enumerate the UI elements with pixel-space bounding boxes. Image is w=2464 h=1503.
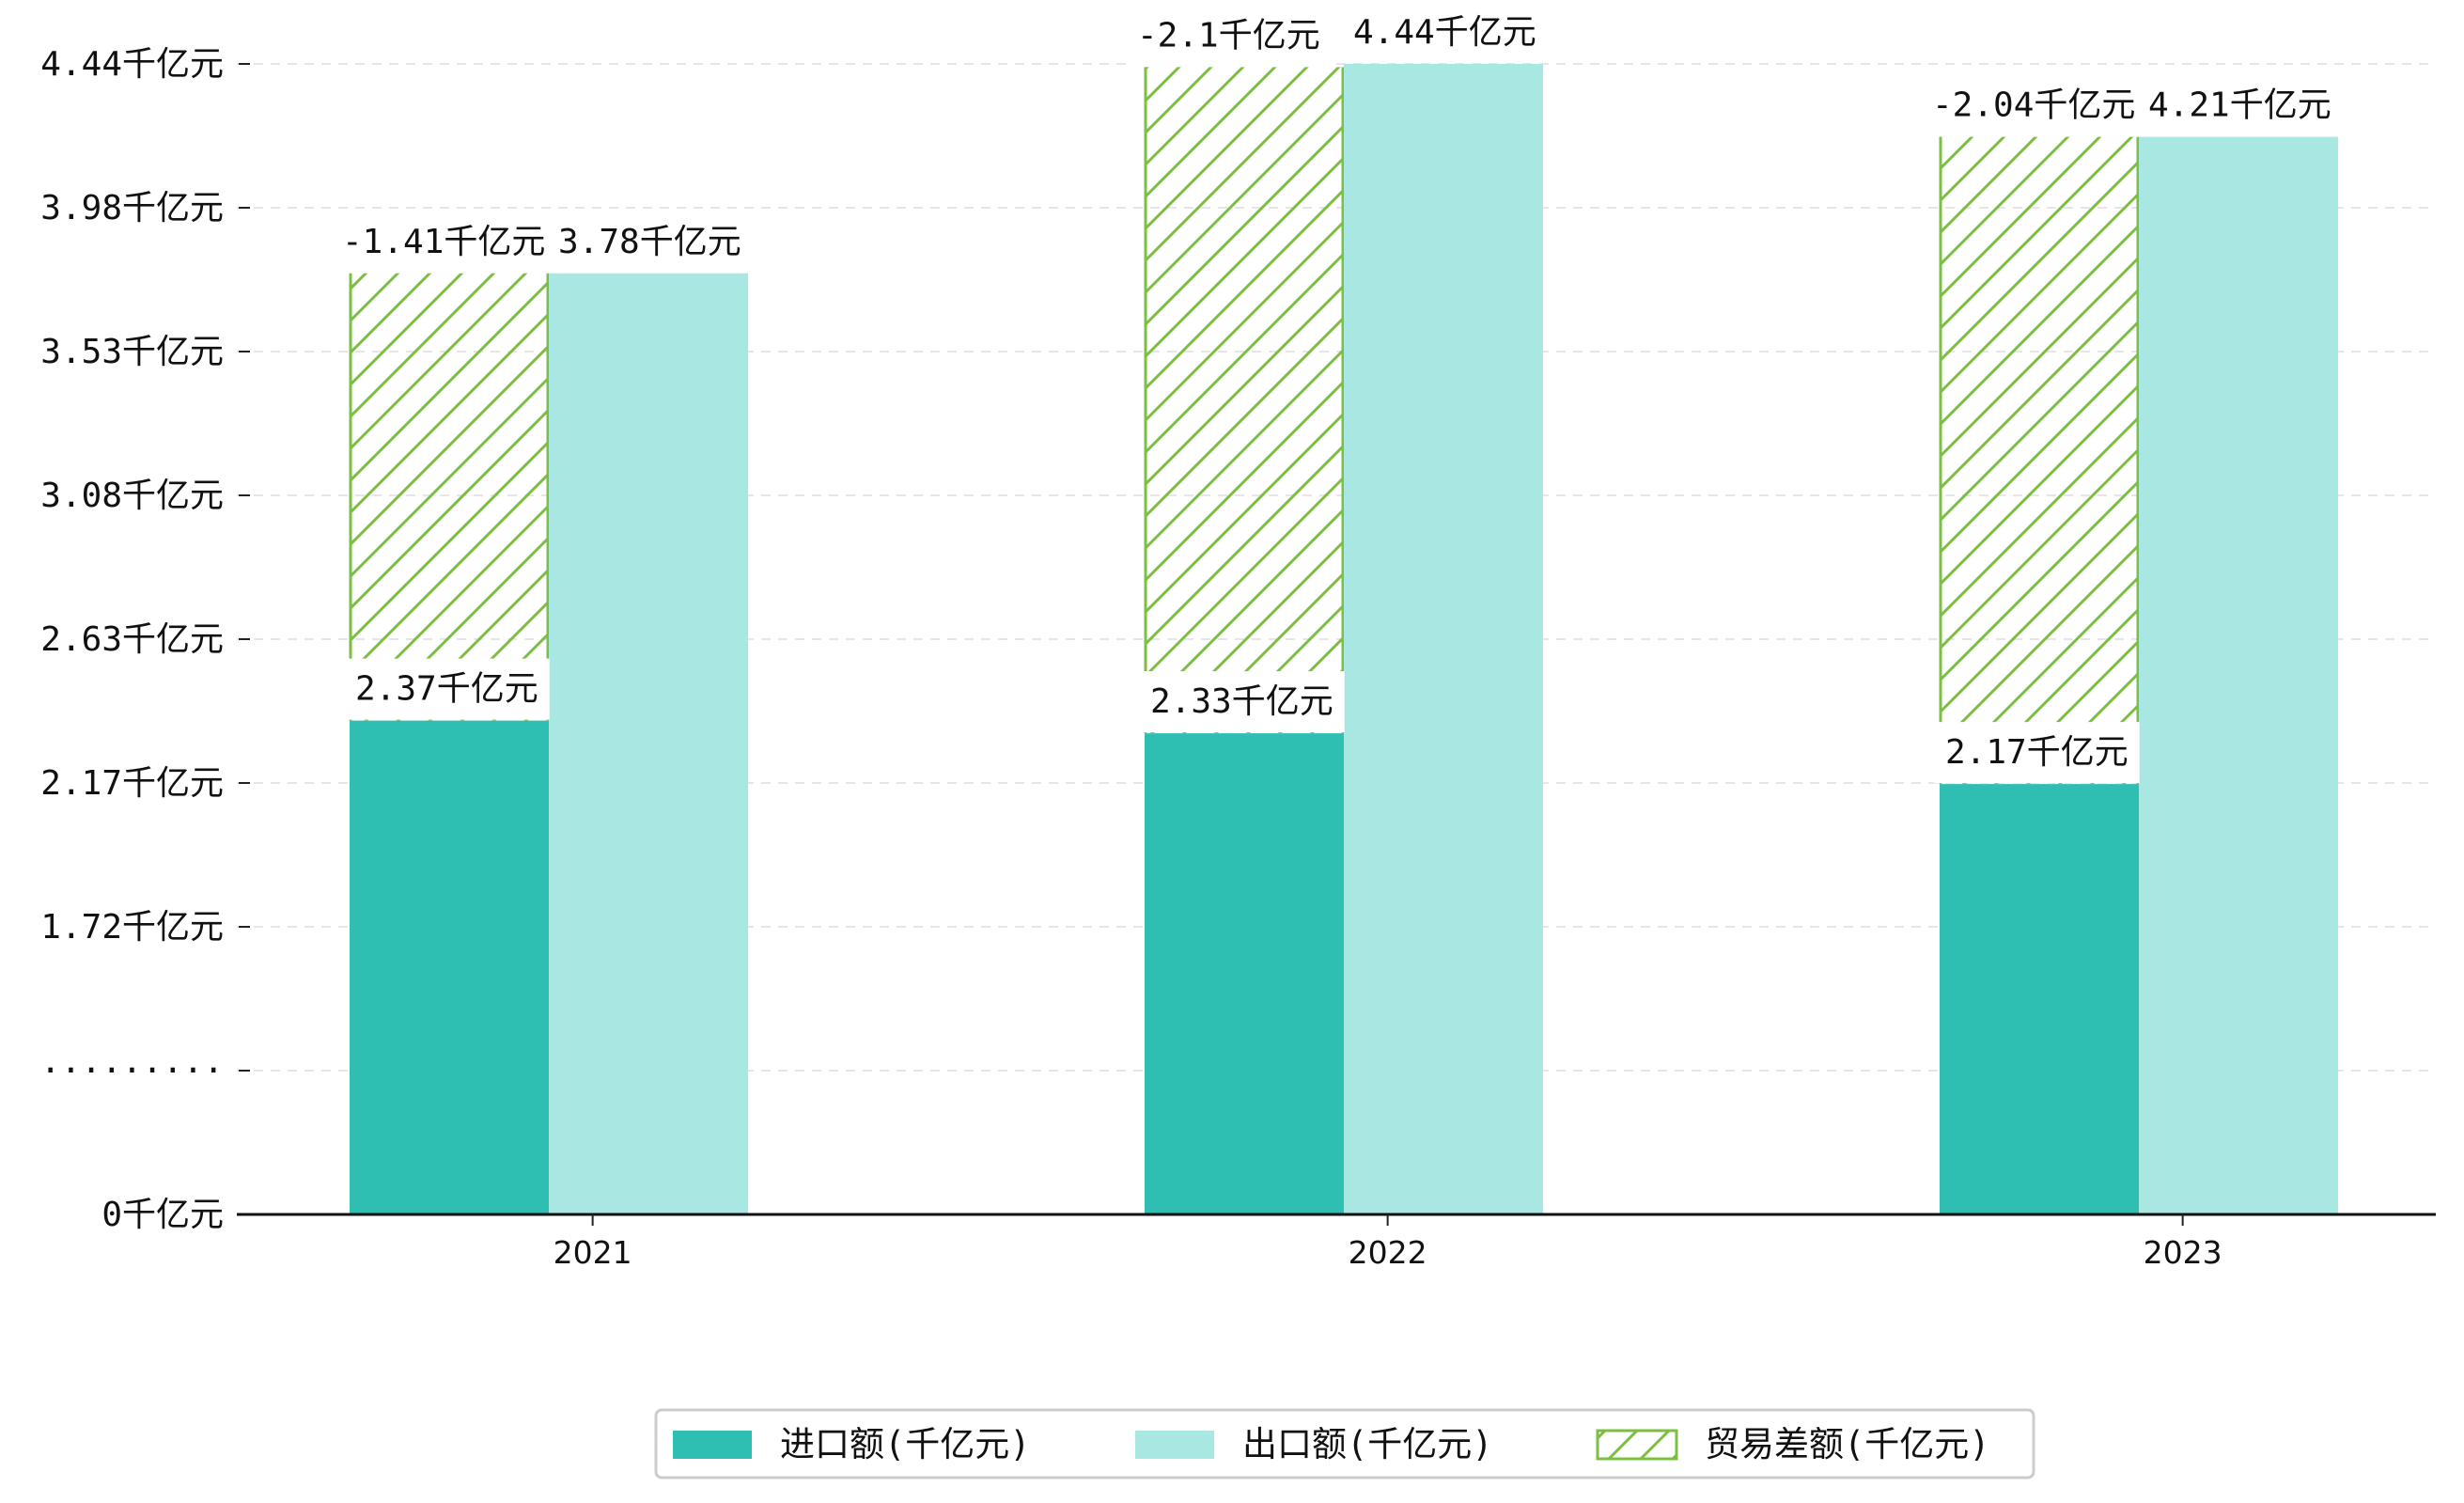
legend-item-trade-balance-label: 贸易差额(千亿元) [1705,1424,1990,1464]
y-tick-label: 3.98千亿元 [40,189,224,227]
y-tick-label: 3.53千亿元 [40,333,224,371]
data-label-import: 2.37千亿元 [355,670,538,709]
legend-item-import-swatch [673,1431,752,1459]
x-tick-label: 2021 [554,1234,632,1271]
data-label-export-box [547,211,753,273]
legend: 进口额(千亿元) 出口额(千亿元) 贸易差额(千亿元) [654,1408,2035,1480]
y-tick-label: 2.17千亿元 [40,764,224,803]
data-label-trade-balance: -2.1千亿元 [1137,16,1320,55]
bar-trade-balance [1940,136,2139,785]
data-label-trade-balance-box [1921,74,2147,136]
bar-trade-balance [350,273,549,721]
data-label-import: 2.17千亿元 [1945,733,2129,772]
bar-export [1344,64,1543,1214]
bar-import [350,720,549,1214]
bar-trade-balance [1145,67,1344,734]
legend-item-export-swatch [1135,1431,1214,1459]
bars [349,64,2338,1214]
data-label-import-box [1139,671,1345,733]
data-label-import: 2.33千亿元 [1150,682,1333,721]
x-tick-label: 2022 [1349,1234,1427,1271]
legend-frame [654,1408,2035,1480]
data-label-trade-balance-box [1126,5,1332,67]
legend-item-trade-balance-swatch [1596,1429,1678,1461]
data-label-export: 4.44千亿元 [1353,13,1536,52]
legend-item-export-label: 出口额(千亿元) [1242,1424,1493,1464]
x-tick-label: 2023 [2144,1234,2222,1271]
y-tick-label: 1.72千亿元 [40,908,224,947]
data-label-import-box [344,658,550,720]
y-tick-label: 2.63千亿元 [40,620,224,659]
y-tick-label: 3.08千亿元 [40,477,224,515]
bar-export [2139,136,2338,1214]
bar-export [549,273,748,1214]
y-tick-label: 4.44千亿元 [40,45,224,84]
bar-import [1145,733,1344,1214]
y-tick-label: ········· [40,1052,224,1090]
data-label-export: 3.78千亿元 [558,223,741,261]
data-label-export: 4.21千亿元 [2148,86,2331,125]
data-label-trade-balance: -1.41千亿元 [342,223,545,261]
data-label-trade-balance-box [331,211,557,273]
data-label-import-box [1934,722,2140,784]
legend-item-import-label: 进口额(千亿元) [780,1424,1031,1464]
data-label-export-box [2137,74,2343,136]
bar-import [1940,784,2139,1214]
data-label-export-box [1342,2,1548,63]
data-labels: 3.78千亿元 2.37千亿元 -1.41千亿元 4.44千亿元 2.33千亿元 -2.1… [331,2,2343,784]
axes: 0千亿元 ········· 1.72千亿元 2.17千亿元 2.63千亿元 3.08千亿… [40,45,2436,1271]
y-tick-label: 0千亿元 [101,1196,224,1234]
data-label-trade-balance: -2.04千亿元 [1932,86,2135,125]
